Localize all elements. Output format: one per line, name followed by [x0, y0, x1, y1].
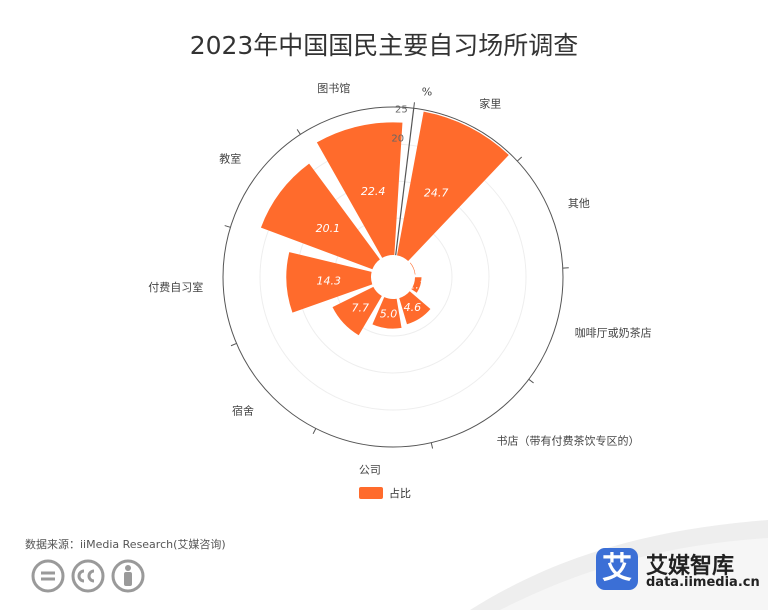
angle-axis-tick — [296, 129, 301, 135]
brand-name: 艾媒智库 — [646, 554, 735, 579]
polar-bar — [399, 291, 431, 325]
angle-axis-tick — [516, 156, 523, 162]
polar-bar — [372, 297, 402, 329]
data-label: 4.6 — [404, 301, 422, 314]
creative-commons-icons — [31, 559, 145, 593]
polar-bar — [286, 252, 373, 313]
angle-axis-circle — [222, 106, 564, 448]
angle-axis-tick — [528, 378, 534, 384]
angle-axis-tick — [230, 342, 237, 347]
polar-bar — [411, 277, 422, 293]
data-label: 7.7 — [351, 302, 369, 315]
brand-logo: 艾 艾媒智库 data.iimedia.cn — [596, 548, 760, 598]
angle-axis-tick — [413, 102, 415, 109]
category-label: 其他 — [568, 197, 590, 210]
no-derivatives-icon — [31, 559, 65, 593]
attribution-icon — [111, 559, 145, 593]
brand-badge: 艾 — [596, 548, 638, 590]
category-label: 咖啡厅或奶茶店 — [575, 326, 652, 340]
data-label: 1.1 — [408, 278, 426, 291]
angle-axis-tick — [224, 225, 231, 228]
category-label: 教室 — [219, 152, 241, 166]
data-label: 14.3 — [317, 274, 342, 287]
radius-tick-label: 25 — [395, 104, 408, 115]
category-label: 书店（带有付费茶饮专区的） — [496, 433, 639, 447]
cc-icon — [71, 559, 105, 593]
brand-url: data.iimedia.cn — [646, 575, 760, 590]
category-label: 宿舍 — [232, 404, 254, 418]
data-label: 0.1 — [405, 262, 423, 275]
category-label: 家里 — [479, 97, 501, 111]
radius-tick-label: 20 — [391, 134, 404, 145]
legend-label[interactable]: 占比 — [389, 486, 411, 500]
data-source-note: 数据来源：iiMedia Research(艾媒咨询) — [25, 538, 226, 551]
polar-bar — [397, 111, 509, 262]
category-label: 公司 — [359, 464, 381, 477]
data-label: 20.1 — [316, 222, 341, 235]
polar-bar — [260, 163, 380, 270]
radius-axis-unit: % — [422, 85, 432, 98]
angle-axis-tick — [312, 428, 317, 435]
data-label: 5.0 — [380, 308, 398, 321]
category-label: 付费自习室 — [148, 280, 203, 294]
polar-bar — [332, 286, 382, 336]
angle-axis-tick — [430, 442, 434, 449]
radius-axis-line — [395, 108, 415, 256]
data-label: 22.4 — [361, 185, 386, 198]
polar-bar — [409, 262, 416, 275]
polar-bar — [316, 122, 403, 258]
legend-swatch[interactable] — [359, 487, 383, 499]
chart-title: 2023年中国国民主要自习场所调查 — [189, 31, 579, 60]
category-label: 图书馆 — [317, 81, 350, 95]
data-label: 24.7 — [424, 186, 449, 199]
